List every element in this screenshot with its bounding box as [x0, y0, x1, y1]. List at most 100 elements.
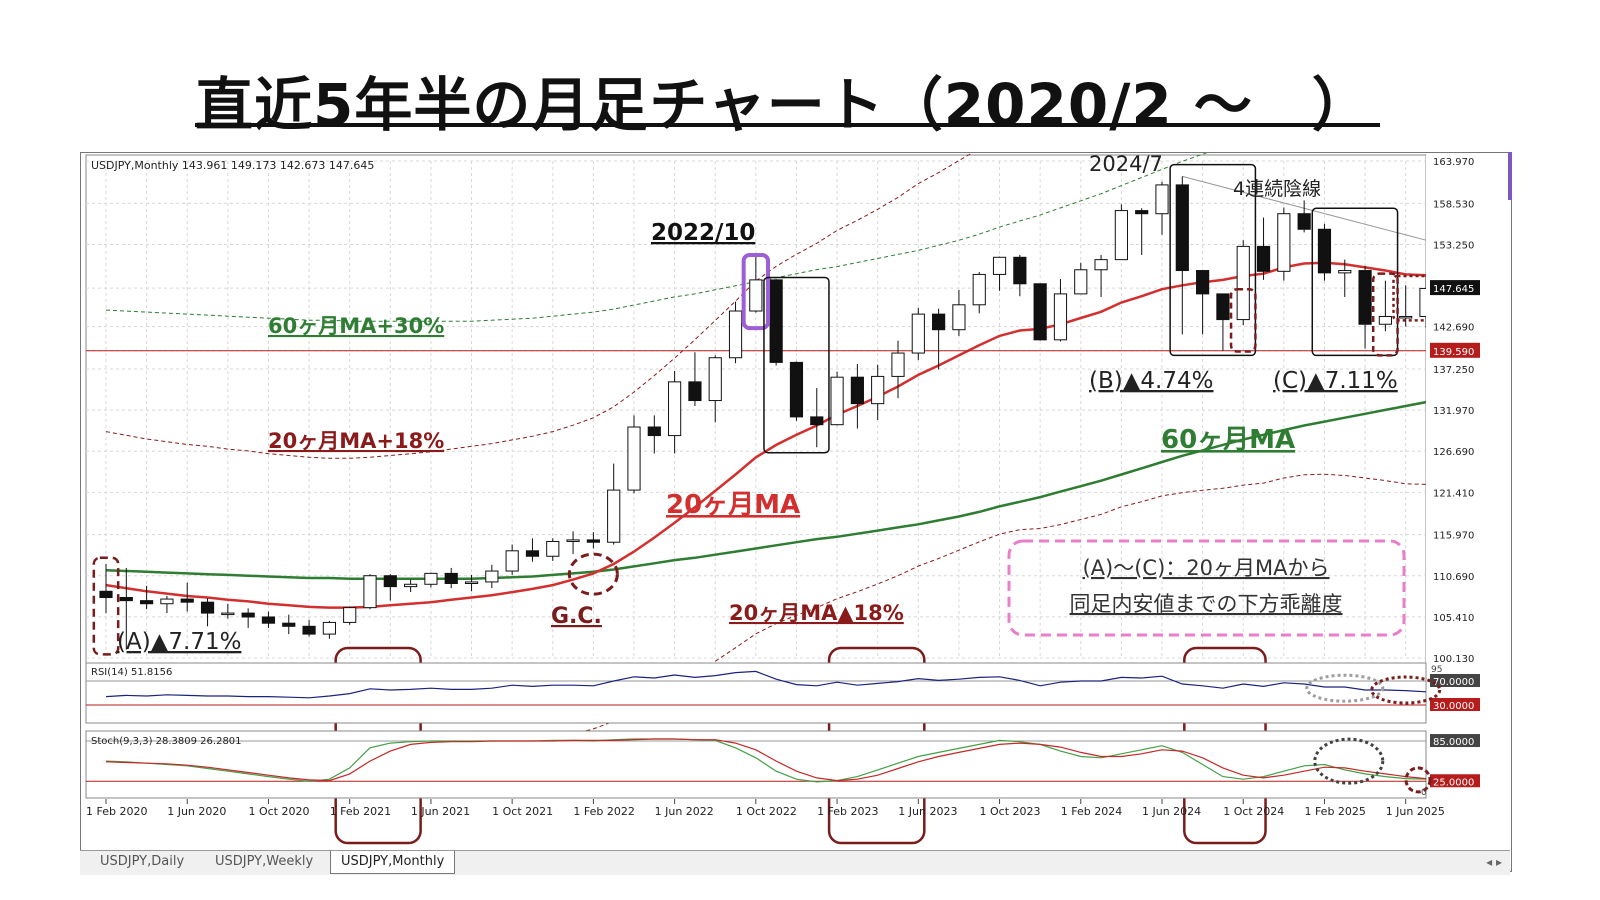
chart-header: USDJPY,Monthly 143.961 149.173 142.673 1…: [91, 159, 374, 172]
candle-body: [343, 607, 357, 623]
candle-body: [1317, 228, 1332, 274]
candle-body: [99, 590, 113, 599]
chart-svg[interactable]: 163.970 158.530 153.250 147.645 142.690 139.5…: [81, 153, 1511, 851]
stoch-highlight-1: [1313, 737, 1385, 785]
box-2024-7: [1169, 163, 1257, 357]
label-c-dev: (C)▲7.11%: [1273, 368, 1398, 394]
box-after-2022-10: [763, 276, 830, 454]
note-line-2: 同足内安値までの下方乖離度: [1070, 592, 1343, 616]
candle-body: [1053, 293, 1068, 341]
tab-daily[interactable]: USDJPY,Daily: [100, 854, 185, 869]
chart-window[interactable]: 163.970 158.530 153.250 147.645 142.690 139.5…: [80, 152, 1512, 872]
candle-body: [789, 361, 804, 418]
date-axis: 1 Feb 2020 1 Jun 2020 1 Oct 2020 1 Feb 2021…: [86, 799, 1445, 818]
tab-monthly[interactable]: USDJPY,Monthly: [330, 851, 456, 874]
price-tick-label: 131.970: [1433, 406, 1474, 417]
stoch-level-bg: [1430, 734, 1480, 748]
stoch-level-bg: [1430, 774, 1480, 788]
rsi-highlight-2: [1370, 675, 1442, 705]
rsi-highlight-1: [1305, 673, 1385, 703]
label-b-dev: (B)▲4.74%: [1089, 368, 1213, 394]
price-tick-label: 121.410: [1433, 488, 1474, 499]
label-ma20-plus18: 20ヶ月MA+18%: [268, 429, 444, 453]
title-underline: [195, 123, 1380, 127]
candle-body: [1338, 270, 1352, 274]
candle-body: [221, 612, 235, 616]
price-axis: 163.970 158.530 153.250 147.645 142.690 139.5…: [1426, 155, 1506, 665]
candle-body: [485, 570, 499, 583]
candle-body: [404, 583, 418, 588]
candle-body: [1196, 270, 1210, 295]
rsi-level-bg: [1430, 698, 1480, 711]
tab-weekly[interactable]: USDJPY,Weekly: [215, 854, 314, 869]
candle-body: [850, 376, 864, 405]
label-four-bear: 4連続陰線: [1233, 178, 1321, 200]
candle-body: [668, 381, 682, 437]
price-tick-label: 137.250: [1433, 365, 1474, 376]
date-label: 1 Oct 2022: [736, 805, 797, 818]
price-tick-label: 163.970: [1433, 157, 1474, 168]
stoch-header: Stoch(9,3,3) 28.3809 26.2801: [91, 736, 242, 747]
price-tick-label: 142.690: [1433, 323, 1474, 334]
price-tick-label: 115.970: [1433, 531, 1474, 542]
candle-body: [952, 304, 966, 331]
date-label: 1 Jun 2025: [1386, 805, 1445, 818]
date-label: 1 Oct 2021: [492, 805, 553, 818]
candle-body: [464, 581, 479, 584]
candle-body: [1135, 210, 1149, 215]
price-tick-label: 126.690: [1433, 447, 1474, 458]
candle-body: [160, 598, 174, 605]
date-label: 1 Oct 2024: [1223, 805, 1284, 818]
candle-body: [546, 540, 560, 557]
stoch-d-line: [105, 738, 1427, 782]
candle-body: [688, 381, 702, 402]
candle-body: [1175, 184, 1189, 272]
candle-body: [302, 625, 316, 635]
candle-body: [749, 279, 763, 312]
candle-body: [140, 600, 154, 605]
candle-body: [424, 572, 438, 585]
candle-body: [1155, 184, 1169, 215]
date-label: 1 Feb 2023: [817, 805, 878, 818]
rsi-header: RSI(14) 51.8156: [91, 667, 172, 678]
price-tick-label: 100.130: [1433, 654, 1474, 665]
label-ma20-minus18: 20ヶ月MA▲18%: [729, 601, 904, 625]
date-label: 1 Oct 2023: [980, 805, 1041, 818]
annotation-text: USDJPY,Monthly 143.961 149.173 142.673 1…: [91, 153, 1442, 798]
stoch-level-label: 25.0000: [1433, 777, 1474, 788]
price-tick-label: 147.645: [1433, 284, 1474, 295]
date-label: 1 Jun 2022: [655, 805, 714, 818]
note-box: [1007, 539, 1406, 637]
candle-body: [647, 426, 661, 437]
label-2024-7: 2024/7: [1089, 153, 1163, 176]
date-label: 1 Feb 2020: [86, 805, 147, 818]
note-line-1: (A)～(C)：20ヶ月MAから: [1082, 556, 1329, 580]
candle-body: [607, 489, 621, 543]
candle-body: [1256, 245, 1271, 272]
price-tick-label: 105.410: [1433, 613, 1474, 624]
candle-body: [525, 550, 540, 557]
ma60-line: [105, 400, 1427, 581]
candle-body: [911, 313, 925, 354]
rsi-level-bg: [1430, 674, 1480, 687]
tab-scroll-arrows[interactable]: ◂ ▸: [1486, 855, 1502, 869]
label-2022-10: 2022/10: [651, 220, 755, 246]
label-ma60: 60ヶ月MA: [1161, 425, 1295, 455]
stoch-highlight-2: [1404, 766, 1432, 794]
candle-body: [383, 575, 397, 588]
candle-body: [119, 597, 133, 602]
candle-body: [363, 575, 377, 609]
date-label: 1 Jun 2023: [898, 805, 957, 818]
label-ma60-plus30: 60ヶ月MA+30%: [268, 314, 444, 338]
candle-body: [566, 539, 580, 542]
date-label: 1 Feb 2021: [330, 805, 391, 818]
candle-body: [1399, 315, 1413, 319]
candle-body: [1378, 315, 1392, 325]
candle-body: [1114, 210, 1128, 261]
candle-body: [992, 256, 1007, 275]
grid: [85, 154, 1427, 664]
label-ma20: 20ヶ月MA: [666, 490, 800, 520]
candle-body: [505, 550, 519, 572]
highlight-2022-10: [741, 252, 771, 331]
candle-body: [1297, 213, 1311, 230]
